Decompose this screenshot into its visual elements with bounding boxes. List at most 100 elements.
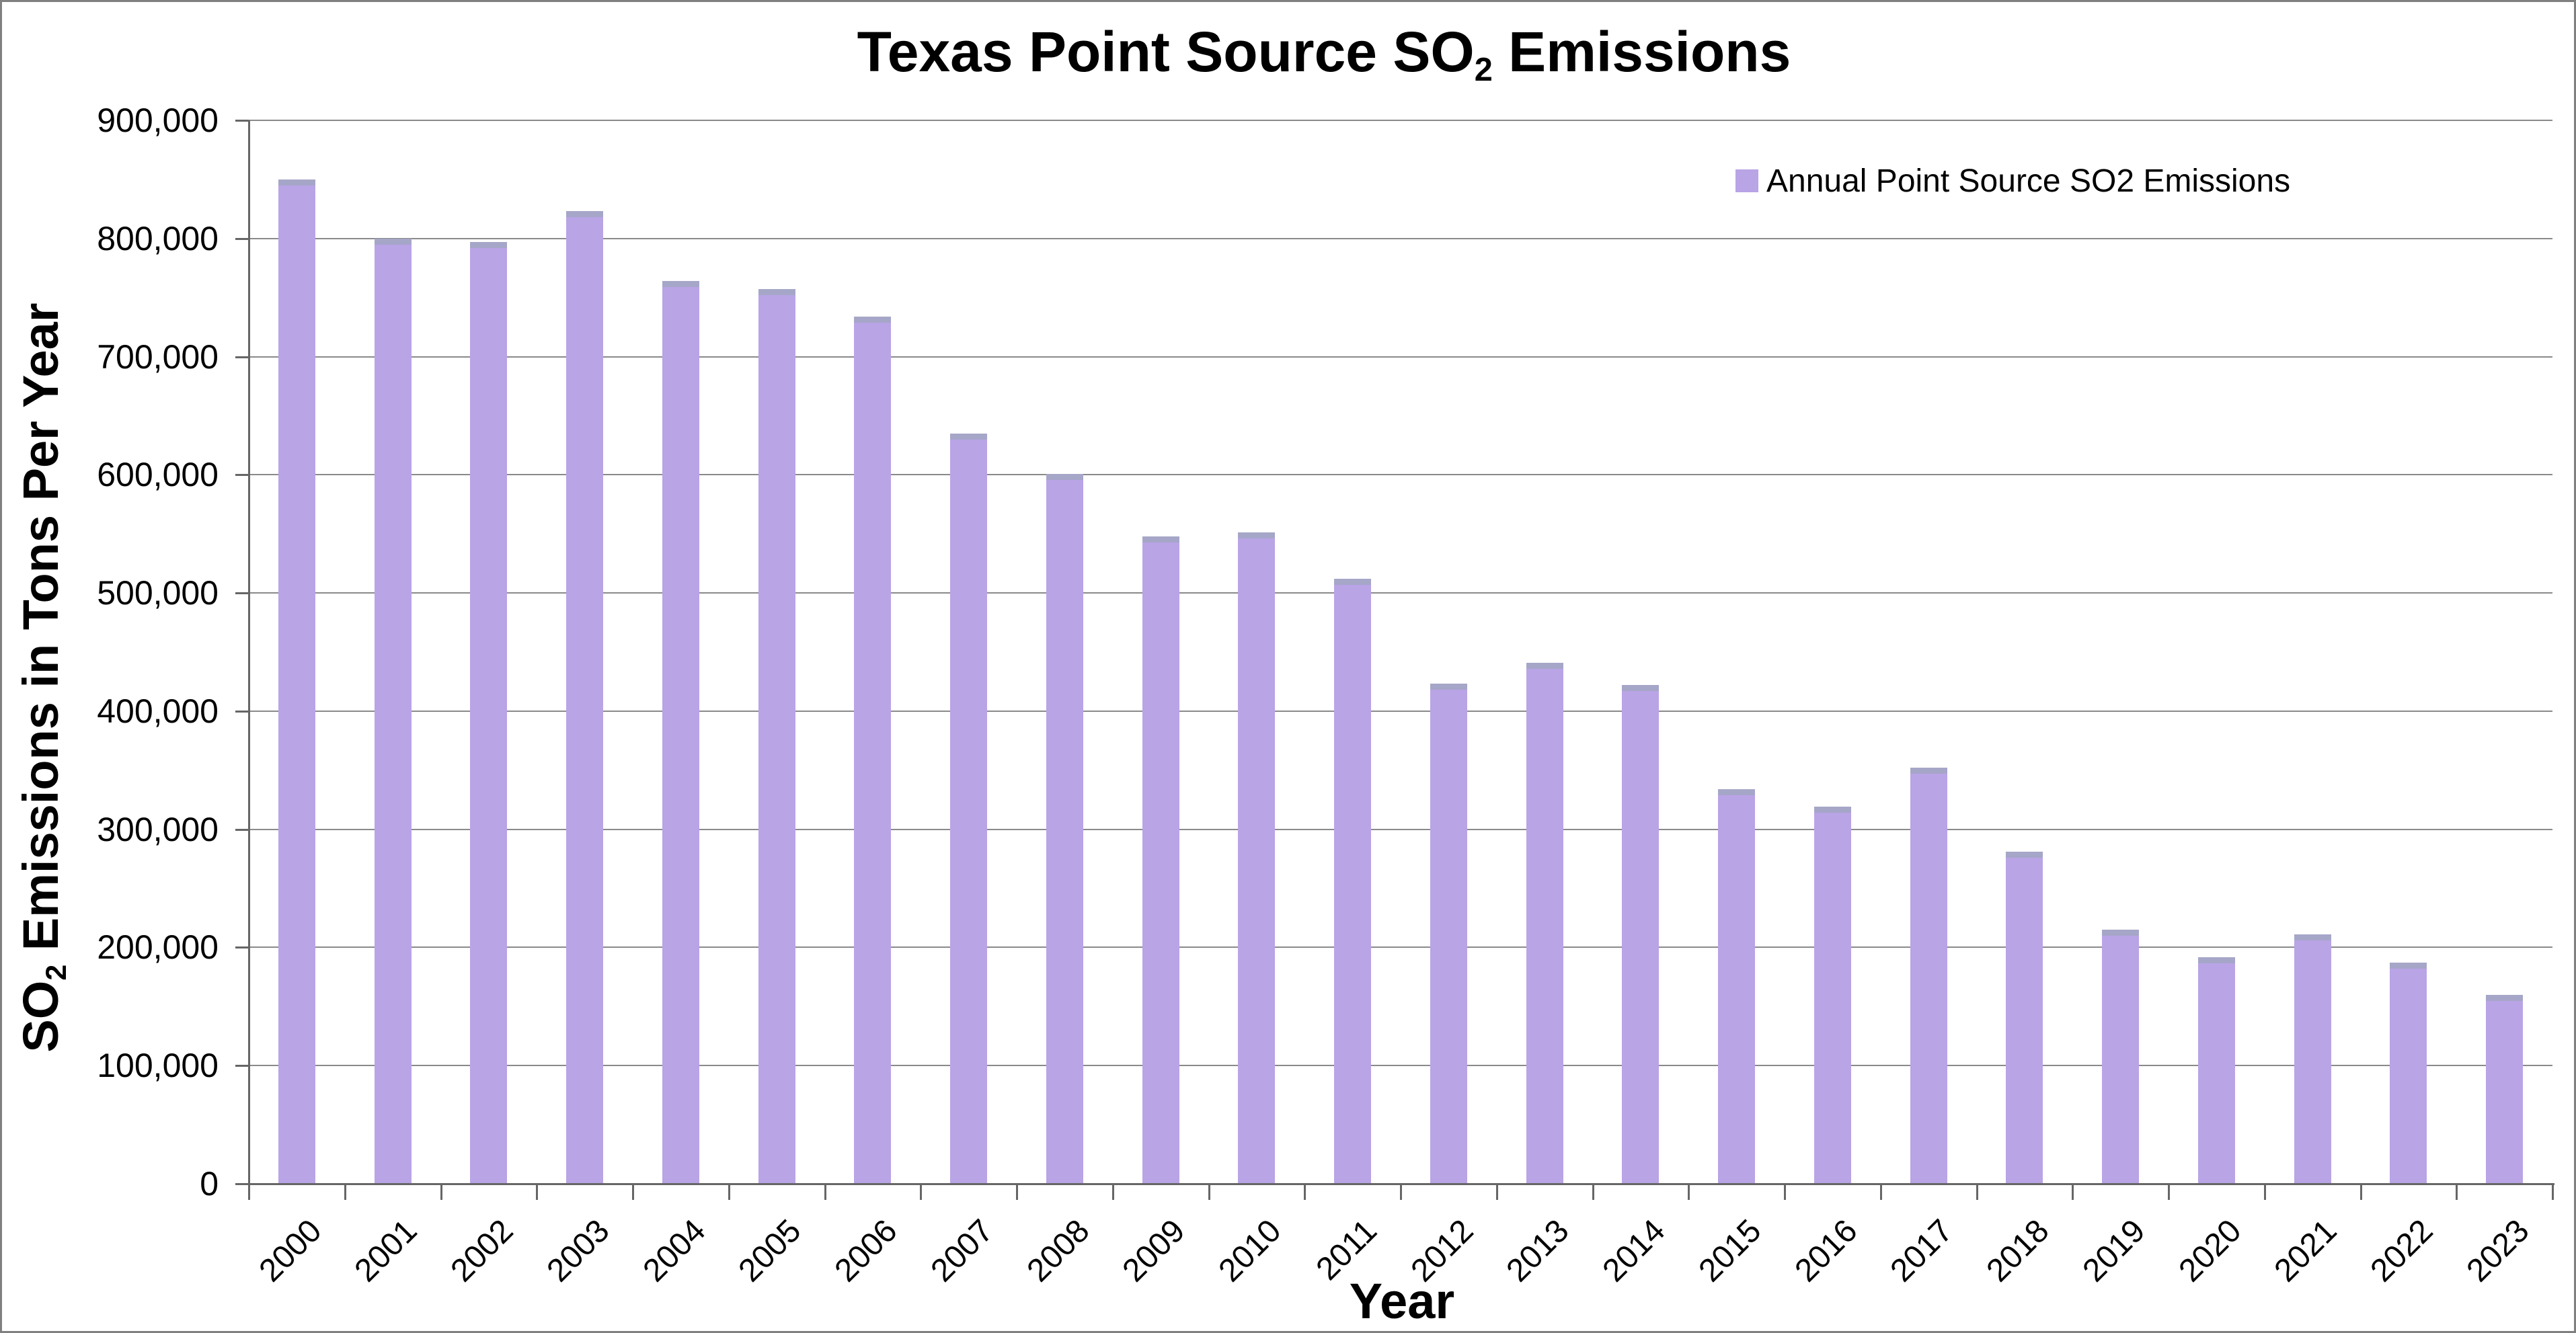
- chart-title-text: Texas Point Source SO: [857, 20, 1475, 83]
- bar-2001: [374, 238, 412, 1184]
- x-tick-label: 2010: [1212, 1213, 1288, 1289]
- y-tick-label: 400,000: [97, 692, 219, 730]
- bar-2013: [1526, 662, 1563, 1184]
- gridline: [249, 828, 2552, 830]
- gridline: [249, 120, 2552, 121]
- x-tick-label: 2002: [444, 1213, 520, 1289]
- bar-2021: [2294, 934, 2331, 1184]
- x-tick: [824, 1184, 826, 1200]
- y-axis-title-suffix: Emissions in Tons Per Year: [13, 302, 69, 965]
- y-tick: [235, 710, 249, 713]
- x-tick: [248, 1184, 250, 1200]
- y-tick: [235, 1065, 249, 1067]
- x-tick-label: 2009: [1116, 1213, 1192, 1289]
- gridline: [249, 474, 2552, 476]
- chart-title-suffix: Emissions: [1492, 20, 1791, 83]
- x-tick: [1688, 1184, 1690, 1200]
- bar-2018: [2006, 852, 2043, 1184]
- legend-swatch: [1735, 169, 1758, 192]
- x-tick: [1111, 1184, 1114, 1200]
- bar-2011: [1334, 579, 1372, 1184]
- legend-label: Annual Point Source SO2 Emissions: [1766, 163, 2291, 199]
- x-tick: [632, 1184, 634, 1200]
- y-tick: [235, 946, 249, 949]
- gridline: [249, 356, 2552, 358]
- bar-2020: [2197, 957, 2235, 1184]
- bar-2007: [950, 433, 988, 1184]
- y-tick-label: 100,000: [97, 1047, 219, 1085]
- x-tick: [920, 1184, 923, 1200]
- x-tick-label: 2004: [636, 1213, 713, 1289]
- x-tick-label: 2020: [2172, 1213, 2249, 1289]
- x-tick: [2359, 1184, 2362, 1200]
- bar-2019: [2102, 930, 2140, 1184]
- x-tick-label: 2001: [348, 1213, 424, 1289]
- x-tick: [1208, 1184, 1210, 1200]
- x-tick: [1016, 1184, 1018, 1200]
- y-tick: [235, 592, 249, 595]
- x-tick: [2072, 1184, 2074, 1200]
- gridline: [249, 237, 2552, 239]
- bar-2005: [758, 289, 795, 1184]
- x-tick: [1784, 1184, 1786, 1200]
- gridline: [249, 710, 2552, 712]
- y-tick-label: 500,000: [97, 574, 219, 612]
- x-tick-label: 2003: [540, 1213, 617, 1289]
- x-tick-label: 2018: [1980, 1213, 2056, 1289]
- y-tick: [235, 120, 249, 122]
- y-tick: [235, 828, 249, 831]
- gridline: [249, 946, 2552, 948]
- gridline: [249, 1065, 2552, 1067]
- bar-2012: [1430, 684, 1467, 1184]
- x-tick: [2552, 1184, 2554, 1200]
- x-tick: [536, 1184, 539, 1200]
- x-tick: [2456, 1184, 2458, 1200]
- x-tick: [440, 1184, 442, 1200]
- bar-2000: [278, 179, 315, 1184]
- chart-title: Texas Point Source SO2 Emissions: [857, 19, 1791, 88]
- bar-2016: [1813, 807, 1851, 1184]
- chart-title-subscript: 2: [1474, 51, 1493, 88]
- y-tick-label: 800,000: [97, 219, 219, 257]
- x-tick-label: 2022: [2364, 1213, 2440, 1289]
- x-tick-label: 2021: [2267, 1213, 2344, 1289]
- x-tick: [1495, 1184, 1498, 1200]
- bar-2009: [1142, 536, 1179, 1184]
- y-axis-line: [248, 120, 250, 1195]
- x-tick-label: 2013: [1499, 1213, 1576, 1289]
- x-tick: [1304, 1184, 1306, 1200]
- y-tick-label: 300,000: [97, 810, 219, 848]
- x-tick-label: 2005: [732, 1213, 808, 1289]
- x-tick: [1879, 1184, 1882, 1200]
- x-tick-label: 2019: [2076, 1213, 2152, 1289]
- y-tick: [235, 356, 249, 358]
- bar-2017: [1910, 768, 1947, 1184]
- legend: Annual Point Source SO2 Emissions: [1735, 162, 2290, 200]
- bar-2002: [470, 242, 508, 1184]
- bar-2023: [2486, 994, 2524, 1184]
- x-tick: [344, 1184, 346, 1200]
- gridline: [249, 592, 2552, 594]
- y-tick: [235, 474, 249, 477]
- bar-2022: [2390, 963, 2427, 1184]
- bar-2003: [566, 211, 604, 1184]
- x-tick-label: 2000: [252, 1213, 329, 1289]
- y-tick-label: 700,000: [97, 337, 219, 376]
- x-tick: [2263, 1184, 2266, 1200]
- x-tick: [728, 1184, 730, 1200]
- x-tick-label: 2017: [1883, 1213, 1960, 1289]
- bar-2006: [854, 316, 892, 1184]
- y-tick-label: 200,000: [97, 928, 219, 967]
- y-tick-label: 900,000: [97, 102, 219, 139]
- y-tick: [235, 1183, 249, 1185]
- x-tick-label: 2014: [1596, 1213, 1672, 1289]
- x-tick-label: 2006: [828, 1213, 904, 1289]
- bar-2015: [1718, 789, 1756, 1184]
- x-tick-label: 2015: [1692, 1213, 1768, 1289]
- y-tick-label: 600,000: [97, 456, 219, 494]
- y-tick-label: 0: [200, 1165, 219, 1203]
- x-axis-title: Year: [1349, 1273, 1455, 1329]
- x-tick-label: 2008: [1020, 1213, 1097, 1289]
- y-tick: [235, 237, 249, 240]
